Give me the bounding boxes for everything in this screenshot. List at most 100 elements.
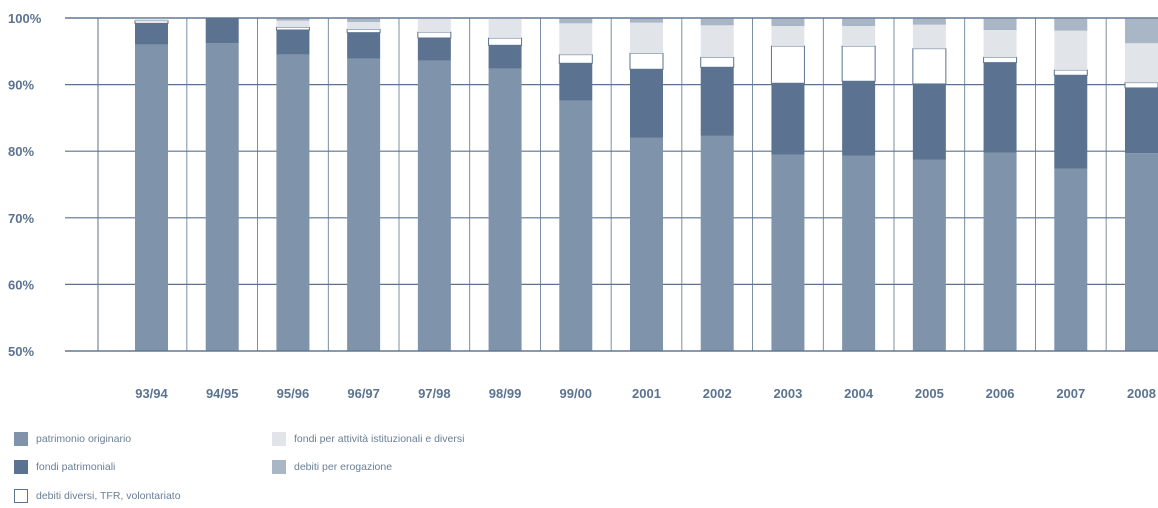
bar-segment-96-97-s0 (347, 58, 381, 351)
legend-item-debiti-diversi: debiti diversi, TFR, volontariato (14, 489, 181, 503)
bar-segment-98-99-s0 (488, 68, 522, 351)
bar-segment-2004-s3 (842, 25, 876, 46)
bar-segment-2002-s1 (700, 67, 734, 136)
legend-swatch-patrimonio-originario (14, 432, 28, 446)
bar-segment-2001-s3 (630, 22, 663, 54)
plot-area (98, 18, 1158, 351)
y-tick-label-90: 90% (8, 78, 34, 93)
bar-segment-2005-s0 (912, 159, 946, 351)
bar-segment-95-96-s0 (276, 54, 310, 351)
x-tick-label-97-98: 97/98 (418, 386, 451, 400)
bar-segment-93-94-s3 (135, 18, 168, 21)
bar-segment-2008-s4 (1125, 18, 1158, 44)
bar-segment-2007-s3 (1054, 30, 1088, 70)
bar-segment-95-96-s3 (276, 20, 310, 28)
bar-segment-2002-s3 (700, 25, 734, 58)
bar-segment-2004-s2 (841, 45, 876, 82)
x-tick-label-93-94: 93/94 (135, 386, 168, 400)
bar-segment-98-99-s2 (488, 37, 523, 46)
stacked-bar-chart: 50% 60% 70% 80% 90% 100% 93/94 94/95 95/96 96/97 9… (8, 11, 1158, 400)
bar-segment-2005-s4 (912, 18, 946, 25)
bar-segment-2003-s2 (770, 45, 805, 84)
bar-segment-2005-s1 (912, 83, 946, 160)
bar-segment-2006-s0 (983, 152, 1017, 351)
bar-segment-2007-s0 (1054, 168, 1088, 351)
x-tick-label-2006: 2006 (986, 386, 1015, 400)
bar-segment-93-94-s2 (134, 20, 169, 24)
bar-segment-93-94-s1 (135, 23, 168, 45)
legend-label-patrimonio-originario: patrimonio originario (36, 433, 132, 445)
bar-segment-2003-s1 (771, 83, 805, 155)
bar-segment-2008-s2 (1124, 82, 1158, 89)
bar-segment-99-00-s2 (558, 54, 593, 64)
bar-segment-99-00-s0 (559, 100, 593, 351)
y-tick-label-60: 60% (8, 277, 34, 292)
x-tick-label-2003: 2003 (773, 386, 802, 400)
bar-segment-98-99-s1 (488, 45, 522, 69)
x-tick-label-2008: 2008 (1127, 386, 1156, 400)
bar-segment-2006-s1 (983, 62, 1017, 153)
bar-segment-2005-s2 (912, 48, 947, 85)
legend-swatch-fondi-attivita-istituzionali (272, 432, 286, 446)
bar-segment-2003-s0 (771, 154, 805, 351)
y-tick-label-80: 80% (8, 144, 34, 159)
x-tick-label-95-96: 95/96 (277, 386, 310, 400)
bar-segment-99-00-s1 (559, 63, 593, 101)
legend-label-debiti-per-erogazione: debiti per erogazione (294, 461, 393, 473)
x-tick-label-2004: 2004 (844, 386, 874, 400)
bar-segment-2002-s4 (700, 18, 734, 26)
x-tick-label-2001: 2001 (632, 386, 661, 400)
bar-segment-2006-s3 (983, 29, 1017, 58)
bar-segment-2002-s2 (700, 56, 735, 68)
bar-segment-2007-s2 (1053, 69, 1088, 76)
legend-label-debiti-diversi: debiti diversi, TFR, volontariato (36, 490, 181, 502)
bar-segment-2004-s1 (842, 81, 876, 156)
legend-item-fondi-attivita-istituzionali: fondi per attività istituzionali e diver… (272, 432, 464, 446)
bar-segment-2003-s4 (771, 18, 805, 26)
bar-segment-96-97-s1 (347, 32, 381, 59)
bar-segment-95-96-s1 (276, 29, 310, 55)
bar-segment-2004-s4 (842, 18, 876, 26)
legend-swatch-debiti-per-erogazione (272, 460, 286, 474)
x-tick-label-96-97: 96/97 (347, 386, 380, 400)
legend-swatch-fondi-patrimoniali (14, 460, 28, 474)
y-tick-label-50: 50% (8, 344, 34, 359)
bar-segment-93-94-s0 (135, 44, 168, 351)
bar-segment-96-97-s3 (347, 21, 381, 30)
x-tick-label-2005: 2005 (915, 386, 944, 400)
bar-segment-97-98-s3 (417, 18, 451, 32)
legend-item-debiti-per-erogazione: debiti per erogazione (272, 460, 392, 474)
x-tick-label-2002: 2002 (703, 386, 732, 400)
bar-segment-2001-s4 (630, 18, 663, 23)
bar-segment-2008-s0 (1125, 153, 1158, 351)
bar-segment-97-98-s0 (417, 60, 451, 352)
x-tick-label-2007: 2007 (1056, 386, 1085, 400)
bar-segment-2003-s3 (771, 25, 805, 46)
bar-segment-94-95-s0 (205, 43, 239, 352)
bar-segment-95-96-s4 (276, 18, 310, 21)
y-tick-label-100: 100% (8, 11, 42, 26)
bar-segment-2007-s4 (1054, 18, 1088, 31)
legend-item-patrimonio-originario: patrimonio originario (14, 432, 131, 446)
bar-segment-2007-s1 (1054, 75, 1088, 169)
legend-label-fondi-attivita-istituzionali: fondi per attività istituzionali e diver… (294, 433, 465, 445)
x-tick-label-98-99: 98/99 (489, 386, 522, 400)
legend-item-fondi-patrimoniali: fondi patrimoniali (14, 460, 115, 474)
x-tick-label-94-95: 94/95 (206, 386, 239, 400)
bar-segment-2006-s2 (983, 56, 1018, 64)
bar-segment-2004-s0 (842, 155, 876, 351)
bar-segment-99-00-s3 (559, 23, 593, 55)
bar-segment-97-98-s1 (417, 37, 451, 61)
bar-segment-2008-s1 (1125, 87, 1158, 154)
legend-swatch-debiti-diversi (14, 489, 28, 503)
bar-segment-2006-s4 (983, 18, 1017, 30)
bar-segment-97-98-s2 (417, 31, 452, 39)
bar-segment-96-97-s4 (347, 18, 381, 22)
bar-segment-2005-s3 (912, 24, 946, 49)
legend-label-fondi-patrimoniali: fondi patrimoniali (36, 461, 116, 473)
bar-segment-2001-s1 (630, 69, 663, 138)
y-tick-label-70: 70% (8, 211, 34, 226)
bar-segment-95-96-s2 (275, 26, 310, 31)
bar-segment-2002-s0 (700, 135, 734, 351)
bar-segment-2008-s3 (1125, 43, 1158, 83)
